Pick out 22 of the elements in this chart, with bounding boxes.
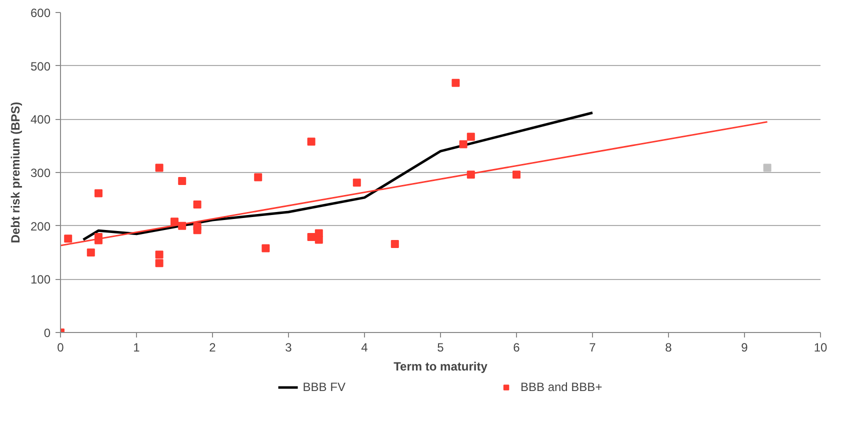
x-tick-label: 5	[437, 340, 444, 354]
y-tick-label: 100	[30, 272, 51, 287]
x-tick-label: 2	[209, 340, 216, 354]
x-tick-label: 0	[57, 340, 64, 354]
x-tick-label: 3	[285, 340, 292, 354]
x-tick-label: 10	[814, 340, 828, 354]
y-tick-label: 400	[30, 112, 51, 127]
legend-label: BBB FV	[302, 380, 346, 394]
y-axis-title: Debt risk premium (BPS)	[8, 102, 22, 244]
y-tick-label: 500	[30, 59, 51, 74]
y-tick-label: 200	[30, 219, 51, 234]
x-tick-label: 7	[589, 340, 596, 354]
x-tick-label: 6	[513, 340, 520, 354]
x-tick-label: 4	[361, 340, 368, 354]
x-tick-label: 8	[665, 340, 672, 354]
y-tick-label: 300	[30, 166, 51, 180]
legend-label: BBB and BBB+	[520, 380, 602, 394]
y-tick-label: 0	[44, 326, 51, 340]
x-axis-title: Term to maturity	[394, 360, 488, 374]
y-tick-label: 600	[30, 6, 51, 20]
x-tick-label: 9	[741, 340, 748, 354]
x-tick-label: 1	[133, 340, 140, 354]
